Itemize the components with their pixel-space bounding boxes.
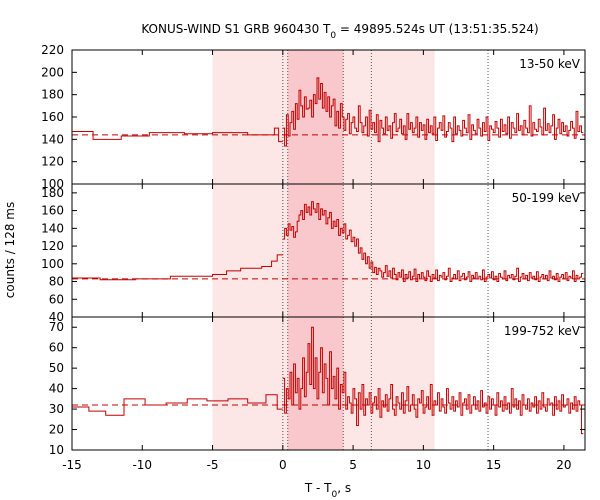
y-tick-label: 100	[41, 257, 64, 271]
y-tick-label: 140	[41, 221, 64, 235]
y-tick-label: 140	[41, 132, 64, 146]
data-layer	[72, 77, 585, 435]
lightcurve-histogram	[282, 77, 584, 147]
y-tick-label: 40	[49, 382, 64, 396]
panel-frame	[71, 316, 586, 451]
y-tick-label: 180	[41, 88, 64, 102]
text-layer: KONUS-WIND S1 GRB 960430 T0 = 49895.524s…	[3, 22, 581, 500]
y-tick-label: 220	[41, 43, 64, 57]
energy-band-label: 13-50 keV	[519, 57, 581, 71]
y-tick-label: 200	[41, 65, 64, 79]
y-tick-label: 80	[49, 275, 64, 289]
x-tick-label: 5	[349, 458, 357, 472]
x-tick-label: -5	[207, 458, 219, 472]
shading-layer	[212, 50, 435, 450]
x-tick-label: 20	[556, 458, 571, 472]
y-tick-label: 120	[41, 239, 64, 253]
y-tick-label: 120	[41, 155, 64, 169]
lightcurve-histogram	[282, 326, 584, 435]
energy-band-label: 199-752 keV	[504, 324, 581, 338]
y-tick-label: 50	[49, 361, 64, 375]
pre-trigger-histogram	[72, 127, 283, 143]
y-tick-label: 70	[49, 320, 64, 334]
x-tick-label: 10	[416, 458, 431, 472]
x-axis-title: T - T0, s	[304, 481, 351, 500]
y-tick-label: 30	[49, 402, 64, 416]
y-tick-label: 10	[49, 443, 64, 457]
energy-band-label: 50-199 keV	[512, 191, 581, 205]
x-tick-label: 15	[486, 458, 501, 472]
chart-title: KONUS-WIND S1 GRB 960430 T0 = 49895.524s…	[141, 22, 538, 41]
x-tick-label: -10	[132, 458, 152, 472]
y-tick-label: 180	[41, 186, 64, 200]
y-axis-title: counts / 128 ms	[3, 202, 17, 298]
y-tick-label: 160	[41, 110, 64, 124]
lightcurve-histogram	[282, 201, 584, 283]
y-tick-label: 60	[49, 341, 64, 355]
y-tick-label: 100	[41, 177, 64, 191]
axes-layer	[71, 49, 586, 451]
pre-trigger-histogram	[72, 254, 283, 281]
x-tick-label: -15	[62, 458, 82, 472]
y-tick-label: 160	[41, 204, 64, 218]
x-tick-label: 0	[279, 458, 287, 472]
y-tick-label: 20	[49, 423, 64, 437]
y-tick-label: 40	[49, 310, 64, 324]
y-tick-label: 60	[49, 292, 64, 306]
pre-trigger-histogram	[72, 394, 283, 416]
